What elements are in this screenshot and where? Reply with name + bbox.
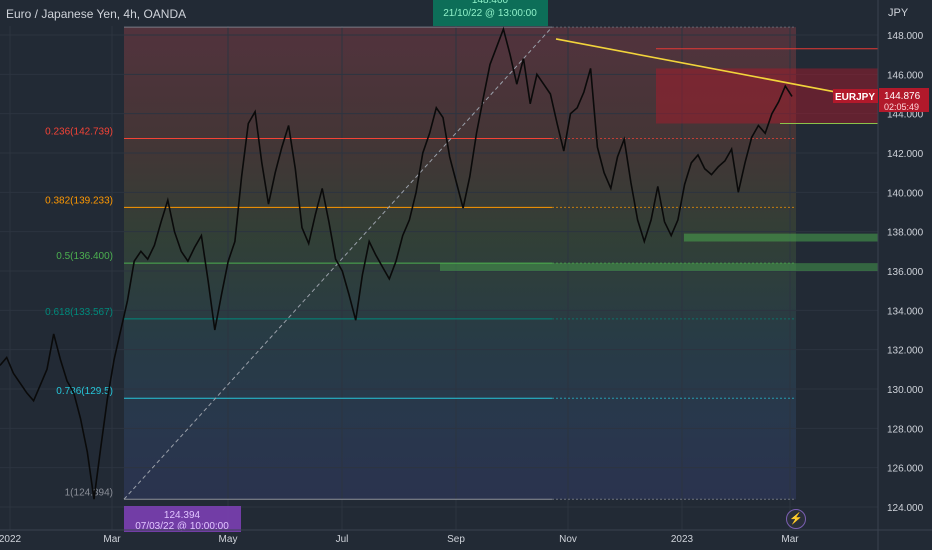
last-price-badge bbox=[879, 88, 929, 112]
time-tick-label: 2023 bbox=[671, 534, 694, 545]
price-tick-label: 132.000 bbox=[887, 346, 924, 357]
time-tick-label: Sep bbox=[447, 534, 465, 545]
price-tick-label: 126.000 bbox=[887, 464, 924, 475]
fib-level-label: 1(124.394) bbox=[65, 487, 113, 498]
currency-unit: JPY bbox=[888, 7, 909, 19]
price-tick-label: 146.000 bbox=[887, 70, 924, 81]
price-tick-label: 130.000 bbox=[887, 385, 924, 396]
time-tick-label: Mar bbox=[781, 534, 799, 545]
low-marker-box bbox=[124, 506, 241, 532]
fib-level-label: 0.618(133.567) bbox=[45, 307, 113, 318]
fib-level-label: 0.382(139.233) bbox=[45, 195, 113, 206]
price-tick-label: 134.000 bbox=[887, 306, 924, 317]
price-tick-label: 138.000 bbox=[887, 228, 924, 239]
countdown-label: 02:05:49 bbox=[884, 102, 919, 112]
time-tick-label: 2022 bbox=[0, 534, 22, 545]
price-tick-label: 128.000 bbox=[887, 424, 924, 435]
low-marker-datetime: 07/03/22 @ 10:00:00 bbox=[135, 521, 229, 532]
time-tick-label: May bbox=[219, 534, 238, 545]
fib-level-label: 0.5(136.400) bbox=[56, 251, 113, 262]
price-tick-label: 136.000 bbox=[887, 267, 924, 278]
lightning-icon[interactable]: ⚡ bbox=[786, 509, 806, 529]
price-tick-label: 144.000 bbox=[887, 110, 924, 121]
time-tick-label: Mar bbox=[103, 534, 121, 545]
high-marker-box bbox=[433, 0, 548, 26]
last-price-label: 144.876 bbox=[884, 91, 921, 102]
resistance-trendline bbox=[555, 38, 837, 93]
price-tick-label: 148.000 bbox=[887, 31, 924, 42]
support-zone bbox=[440, 263, 878, 271]
price-tick-label: 124.000 bbox=[887, 503, 924, 514]
price-tick-label: 140.000 bbox=[887, 188, 924, 199]
high-marker-price: 148.400 bbox=[472, 0, 509, 6]
symbol-badge-label: EURJPY bbox=[835, 92, 875, 103]
high-marker-datetime: 21/10/22 @ 13:00:00 bbox=[443, 8, 537, 19]
time-tick-label: Nov bbox=[559, 534, 577, 545]
price-tick-label: 142.000 bbox=[887, 149, 924, 160]
chart-title: Euro / Japanese Yen, 4h, OANDA bbox=[6, 7, 187, 21]
support-zone bbox=[684, 233, 878, 242]
fib-level-label: 0.236(142.739) bbox=[45, 126, 113, 137]
low-marker-price: 124.394 bbox=[164, 510, 201, 521]
price-series-line bbox=[0, 26, 793, 500]
fib-level-label: 0.786(129.5) bbox=[56, 386, 113, 397]
time-tick-label: Jul bbox=[336, 534, 349, 545]
symbol-badge bbox=[833, 89, 878, 103]
